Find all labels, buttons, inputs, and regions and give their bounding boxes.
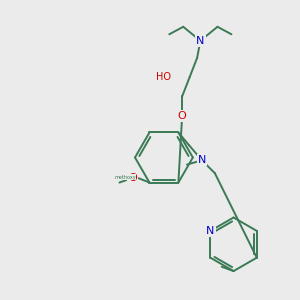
Text: N: N xyxy=(198,155,206,165)
Text: N: N xyxy=(196,36,205,46)
Text: O: O xyxy=(128,173,137,183)
Text: N: N xyxy=(206,226,214,236)
Text: methoxy: methoxy xyxy=(114,175,136,180)
Text: O: O xyxy=(178,111,187,121)
Text: HO: HO xyxy=(156,72,171,82)
